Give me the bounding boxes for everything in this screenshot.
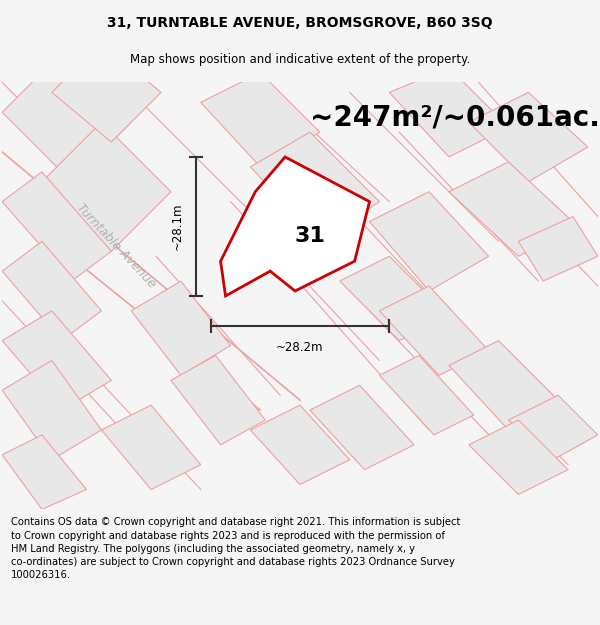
Polygon shape [101, 405, 201, 489]
Polygon shape [42, 122, 171, 251]
Polygon shape [449, 341, 558, 430]
Text: Contains OS data © Crown copyright and database right 2021. This information is : Contains OS data © Crown copyright and d… [11, 518, 460, 580]
Polygon shape [379, 286, 488, 376]
Polygon shape [2, 172, 112, 281]
Text: ~247m²/~0.061ac.: ~247m²/~0.061ac. [310, 103, 600, 131]
Text: Map shows position and indicative extent of the property.: Map shows position and indicative extent… [130, 53, 470, 66]
Polygon shape [201, 72, 320, 167]
Polygon shape [2, 241, 101, 341]
Polygon shape [2, 361, 101, 460]
Text: ~28.2m: ~28.2m [276, 341, 324, 354]
Polygon shape [340, 256, 449, 341]
Text: 31: 31 [295, 226, 325, 246]
Polygon shape [449, 162, 578, 256]
Text: ~28.1m: ~28.1m [171, 202, 184, 250]
Polygon shape [518, 216, 598, 281]
Polygon shape [389, 68, 508, 157]
Text: Turntable Avenue: Turntable Avenue [74, 202, 158, 291]
Polygon shape [171, 356, 265, 445]
Polygon shape [221, 157, 370, 296]
Polygon shape [52, 42, 161, 142]
Polygon shape [250, 132, 379, 241]
Polygon shape [370, 192, 488, 291]
Polygon shape [508, 395, 598, 460]
Polygon shape [131, 281, 230, 376]
Polygon shape [469, 420, 568, 494]
Text: 31, TURNTABLE AVENUE, BROMSGROVE, B60 3SQ: 31, TURNTABLE AVENUE, BROMSGROVE, B60 3S… [107, 16, 493, 30]
Polygon shape [2, 311, 112, 410]
Polygon shape [379, 356, 474, 435]
Polygon shape [250, 405, 350, 484]
Polygon shape [2, 52, 131, 182]
Polygon shape [310, 385, 414, 469]
Polygon shape [469, 92, 588, 182]
Polygon shape [2, 435, 86, 509]
